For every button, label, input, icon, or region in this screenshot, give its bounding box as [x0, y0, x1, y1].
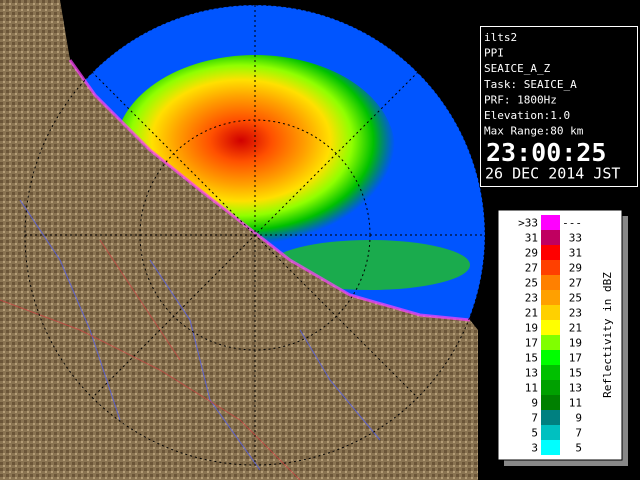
legend-high-label: 21 [569, 322, 582, 335]
range-rings [24, 4, 486, 466]
legend-low-label: 7 [531, 412, 538, 425]
info-line: SEAICE_A_Z [484, 62, 551, 75]
legend-swatch [541, 320, 560, 335]
legend-high-label: 15 [569, 367, 582, 380]
info-line: Task: SEAICE_A [484, 78, 577, 91]
legend-high-label: 23 [569, 307, 582, 320]
legend-low-label: 19 [525, 322, 538, 335]
legend-swatch [541, 305, 560, 320]
legend-high-label: 9 [575, 412, 582, 425]
rivers [19, 199, 381, 471]
legend-low-label: 31 [525, 232, 538, 245]
info-box [480, 26, 638, 187]
info-line: ilts2 [484, 31, 517, 44]
legend-high-label: 33 [569, 232, 582, 245]
info-panel: ilts2 PPI SEAICE_A_Z Task: SEAICE_A PRF: 180… [480, 26, 638, 187]
legend-high-label: 19 [569, 337, 582, 350]
legend-swatch [541, 410, 560, 425]
info-line: PPI [484, 47, 504, 60]
time: 23:00:25 [486, 138, 606, 167]
legend-swatch [541, 275, 560, 290]
legend-low-label: 25 [525, 277, 538, 290]
legend-swatch [541, 260, 560, 275]
legend-high-label: 29 [569, 262, 582, 275]
legend-low-label: 9 [531, 397, 538, 410]
legend-swatch [541, 425, 560, 440]
legend-high-label: 17 [569, 352, 582, 365]
map-area [0, 0, 486, 480]
legend-swatch [541, 245, 560, 260]
legend-high-label: 5 [575, 442, 582, 455]
legend-high-label: --- [562, 217, 582, 230]
info-line: Elevation:1.0 [484, 109, 570, 122]
legend-low-label: 3 [531, 442, 538, 455]
legend-swatch [541, 365, 560, 380]
legend-swatch [541, 230, 560, 245]
legend-title: Reflectivity in dBZ [601, 272, 614, 398]
legend-swatch [541, 440, 560, 455]
legend-swatch [541, 395, 560, 410]
color-legend: >33 --- 31 33 29 31 27 29 25 27 23 25 21 23 19 21 17 19 15… [497, 209, 628, 466]
legend-swatch [541, 215, 560, 230]
legend-high-label: 25 [569, 292, 582, 305]
info-line: PRF: 1800Hz [484, 93, 557, 106]
legend-low-label: 5 [531, 427, 538, 440]
info-line: Max Range:80 km [484, 125, 584, 138]
legend-high-label: 31 [569, 247, 582, 260]
legend-high-label: 7 [575, 427, 582, 440]
legend-low-label: 27 [525, 262, 538, 275]
legend-swatch [541, 380, 560, 395]
legend-low-label: 21 [525, 307, 538, 320]
legend-swatch [541, 350, 560, 365]
legend-low-label: 23 [525, 292, 538, 305]
boundaries [0, 239, 301, 480]
legend-low-label: 29 [525, 247, 538, 260]
legend-high-label: 27 [569, 277, 582, 290]
legend-low-label: 11 [525, 382, 538, 395]
legend-high-label: 11 [569, 397, 582, 410]
date: 26 DEC 2014 JST [485, 165, 620, 183]
legend-high-label: 13 [569, 382, 582, 395]
legend-swatch [541, 335, 560, 350]
legend-low-label: 13 [525, 367, 538, 380]
legend-low-label: 17 [525, 337, 538, 350]
legend-low-label: 15 [525, 352, 538, 365]
legend-low-label: >33 [518, 217, 538, 230]
legend-swatch [541, 290, 560, 305]
